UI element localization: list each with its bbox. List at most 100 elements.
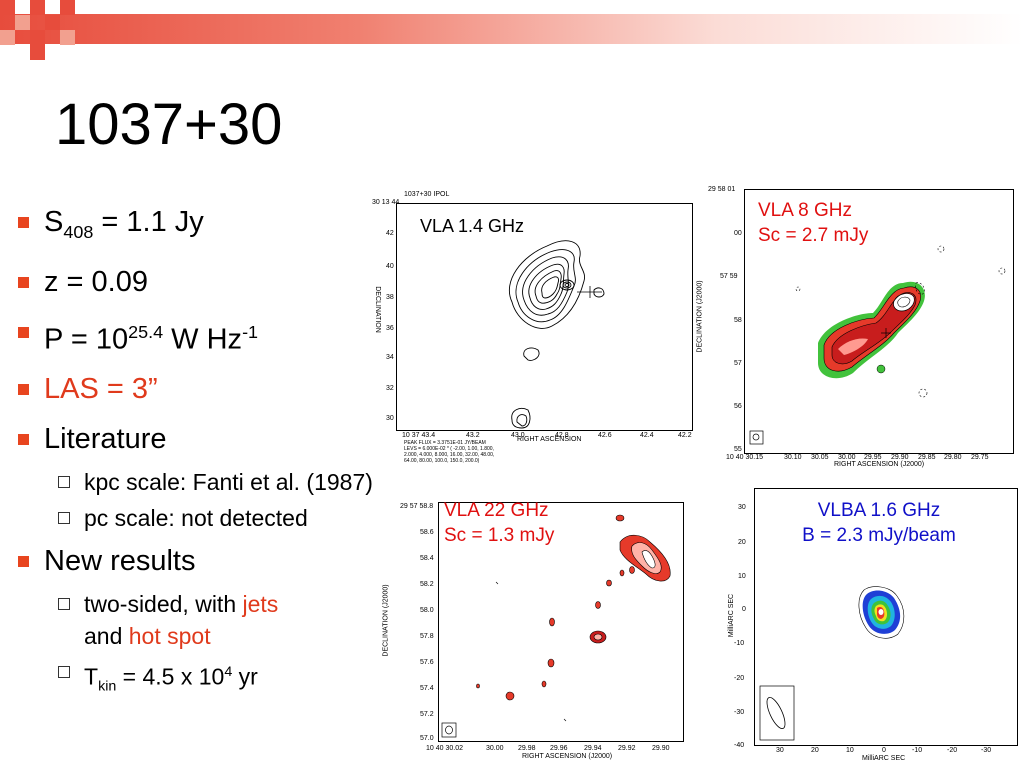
y-tick: 29 57 58.8 (400, 503, 434, 510)
top-dec-label: 30 13 44 (372, 199, 400, 206)
x-axis-label: RIGHT ASCENSION (J2000) (834, 461, 925, 468)
footer-line: 64.00, 80.00, 100.0, 150.0, 200.0) (404, 458, 480, 464)
frequency-text: VLA 22 GHz (444, 500, 549, 521)
x-tick: 29.96 (550, 745, 568, 752)
y-tick: 00 (734, 230, 742, 237)
x-tick: 10 (846, 747, 854, 754)
x-tick: 29.94 (584, 745, 602, 752)
x-tick: 42.2 (678, 432, 692, 439)
bullet-power: P = 1025.4 W Hz-1 (18, 315, 378, 357)
map-frame (438, 502, 684, 742)
sub-bullet-marker-icon (58, 512, 70, 525)
core-flux-text: Sc = 1.3 mJy (444, 525, 555, 546)
x-tick: -10 (912, 747, 923, 754)
beam-text: B = 2.3 mJy/beam (802, 525, 956, 546)
y-tick: 57 59 (720, 273, 738, 280)
y-tick: 55 (734, 446, 742, 453)
color-contour-map (749, 245, 1006, 445)
decor-square (0, 0, 15, 15)
x-tick: 29.80 (944, 454, 962, 461)
x-axis-label: MilliARC SEC (862, 755, 906, 762)
y-tick: 58.6 (420, 529, 434, 536)
y-tick: 58.0 (420, 607, 434, 614)
x-tick: 29.90 (652, 745, 670, 752)
bullet-marker-icon (18, 434, 29, 446)
sub-bullet-marker-icon (58, 476, 70, 489)
bullet-marker-icon (18, 556, 29, 568)
y-tick: 57 (734, 360, 742, 367)
tkin-base: = 4.5 x 10 (116, 664, 225, 691)
hot-spot-text: hot spot (128, 623, 211, 650)
tkin-unit: yr (232, 664, 258, 691)
t-subscript: kin (98, 678, 117, 695)
y-tick: 10 (738, 573, 746, 580)
power-exponent: 25.4 (128, 321, 164, 342)
y-axis-label: DECLINATION (J2000) (382, 584, 390, 657)
decor-square (15, 15, 30, 30)
decor-square (30, 30, 45, 45)
x-tick: 10 37 43.4 (402, 432, 436, 439)
x-tick: 42.8 (555, 432, 569, 439)
frequency-text: VLBA 1.6 GHz (817, 500, 941, 521)
color-contour-map (759, 586, 905, 741)
y-tick: 34 (386, 354, 394, 361)
x-tick: 29.85 (918, 454, 936, 461)
vla-8ghz-label: VLA 8 GHz Sc = 2.7 mJy (758, 198, 868, 248)
y-tick: -40 (734, 742, 745, 749)
x-axis-label: RIGHT ASCENSION (517, 436, 582, 443)
map-frame (744, 189, 1014, 454)
vla-1.4ghz-map: 1037+30 IPOL 30 13 44 42 40 38 36 34 32 … (362, 186, 696, 472)
footer-line: LEVS = 6.000E-02 * ( -2.00, 1.00, 1.800, (404, 446, 494, 452)
footer-line: PEAK FLUX = 3.3751E-01 JY/BEAM (404, 440, 486, 446)
bullet-s408: S408 = 1.1 Jy (18, 205, 378, 249)
y-tick: 57.2 (420, 711, 434, 718)
y-tick: 42 (386, 230, 394, 237)
footer-line: 2.000, 4.000, 8.000, 16.00, 32.00, 48.00… (404, 452, 495, 458)
subbullet-tkin: Tkin = 4.5 x 104 yr (18, 656, 378, 702)
x-tick: 29.90 (891, 454, 909, 461)
decor-square (30, 45, 45, 60)
y-axis-label: DECLINATION (J2000) (696, 280, 704, 353)
bullet-list: S408 = 1.1 Jy z = 0.09 P = 1025.4 W Hz-1… (18, 205, 378, 713)
x-tick: 42.4 (640, 432, 654, 439)
color-contour-map (441, 514, 671, 738)
two-sided-text: two-sided, with (84, 591, 243, 618)
y-tick: -10 (734, 640, 745, 647)
vla-1.4ghz-label: VLA 1.4 GHz (420, 216, 525, 236)
x-tick: 43.0 (511, 432, 525, 439)
y-tick: 58 (734, 317, 742, 324)
bullet-marker-icon (18, 276, 29, 288)
bullet-las: LAS = 3” (18, 372, 378, 406)
subbullet-pc: pc scale: not detected (18, 502, 378, 534)
y-tick: -30 (734, 709, 745, 716)
s-subscript: 408 (63, 221, 94, 242)
x-tick: 29.98 (518, 745, 536, 752)
header-gradient-bar (0, 14, 1023, 44)
y-tick: 57.8 (420, 633, 434, 640)
decor-square (60, 30, 75, 45)
x-tick: 10 40 30.02 (426, 745, 463, 752)
power-unit-exponent: -1 (242, 321, 259, 342)
kpc-text: kpc scale: Fanti et al. (1987) (84, 469, 373, 496)
decor-square (60, 0, 75, 15)
decor-square (30, 0, 45, 15)
las-text: LAS = 3” (44, 373, 158, 406)
y-tick: 56 (734, 403, 742, 410)
s-symbol: S (44, 206, 64, 238)
x-tick: 10 40 30.15 (726, 454, 763, 461)
x-axis-label: RIGHT ASCENSION (J2000) (522, 753, 613, 760)
new-results-text: New results (44, 545, 196, 578)
core-flux-text: Sc = 2.7 mJy (758, 225, 869, 246)
x-tick: 30.10 (784, 454, 802, 461)
decor-square (0, 30, 15, 45)
bullet-redshift: z = 0.09 (18, 265, 378, 299)
and-text: and (84, 623, 129, 650)
y-tick: -20 (734, 675, 745, 682)
x-tick: 30 (776, 747, 784, 754)
bullet-marker-icon (18, 217, 29, 228)
vla-8ghz-map: 29 58 01 00 57 59 58 57 56 55 DECLINATIO… (696, 183, 1018, 469)
y-tick: 30 (386, 415, 394, 422)
x-tick: 30.05 (811, 454, 829, 461)
sub-bullet-marker-icon (58, 598, 70, 611)
y-axis-label: DECLINATION (373, 286, 381, 333)
